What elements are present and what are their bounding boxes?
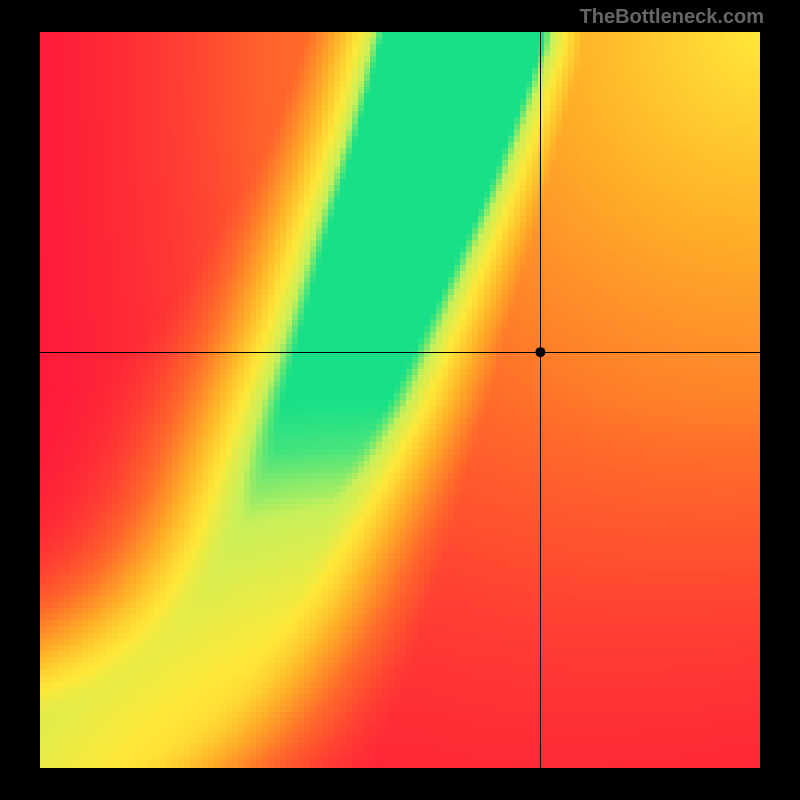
heatmap-plot (40, 32, 760, 768)
chart-container: TheBottleneck.com (0, 0, 800, 800)
attribution-label: TheBottleneck.com (580, 6, 764, 29)
